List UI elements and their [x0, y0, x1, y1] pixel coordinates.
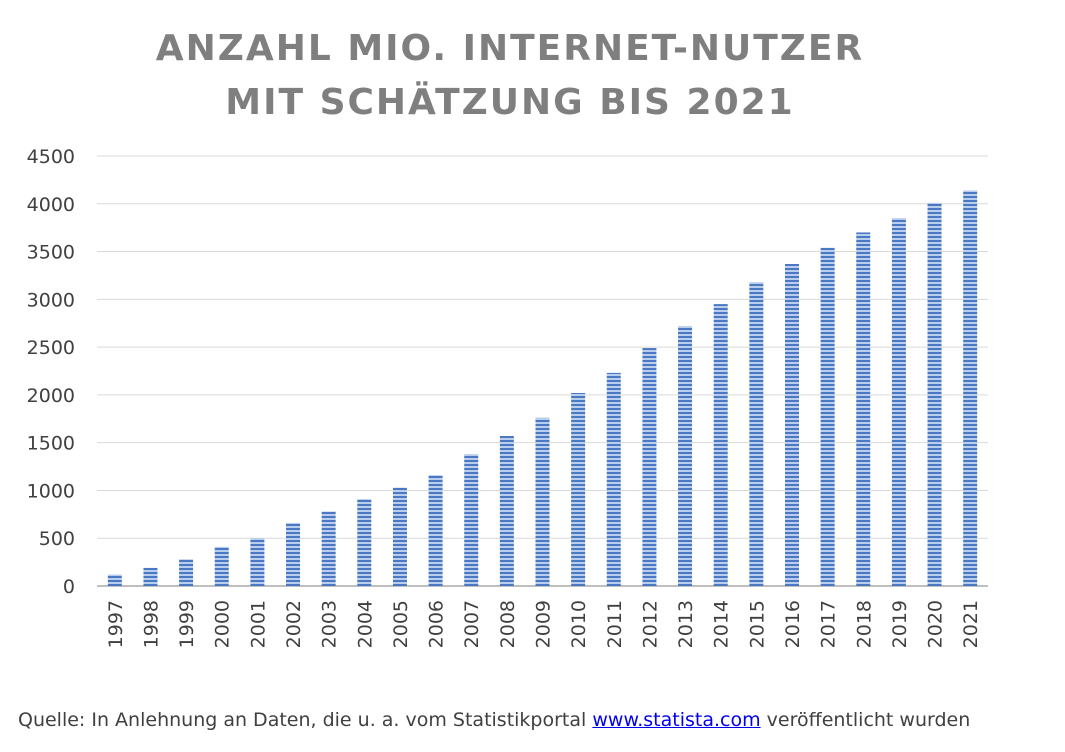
bar-1997	[107, 574, 122, 586]
x-tick-label: 2007	[461, 600, 483, 648]
x-tick-label: 2008	[497, 600, 519, 648]
bar-2002	[286, 522, 301, 586]
bar-2006	[428, 475, 443, 586]
x-tick-label: 2016	[782, 600, 804, 648]
x-tick-label: 2005	[390, 600, 412, 648]
y-tick-label: 2500	[27, 337, 75, 359]
bar-2000	[214, 546, 229, 586]
bar-2021	[963, 190, 978, 586]
y-tick-label: 500	[39, 528, 75, 550]
x-tick-label: 1999	[176, 600, 198, 648]
bar-2011	[606, 372, 621, 586]
bar-1999	[179, 559, 194, 586]
source-note: Quelle: In Anlehnung an Daten, die u. a.…	[18, 709, 970, 731]
x-tick-label: 2015	[746, 600, 768, 648]
bar-2007	[464, 454, 479, 586]
x-tick-label: 2002	[283, 600, 305, 648]
source-link[interactable]: www.statista.com	[592, 709, 761, 731]
x-tick-label: 2004	[354, 600, 376, 648]
x-tick-label: 2017	[818, 600, 840, 648]
y-tick-label: 4500	[27, 146, 75, 168]
x-tick-label: 2006	[426, 600, 448, 648]
chart-title: ANZAHL MIO. INTERNET-NUTZER MIT SCHÄTZUN…	[0, 22, 1020, 130]
x-tick-label: 2009	[533, 600, 555, 648]
x-tick-label: 1998	[140, 600, 162, 648]
bars	[107, 190, 978, 587]
y-axis-tick-labels: 0 500 1000 1500 2000 2500 3000 3500 4000 4500	[27, 146, 75, 598]
x-axis-tick-labels: 1997 1998 1999 2000 2001 2002 2003 2004 2005 2006…	[105, 600, 982, 648]
bar-2004	[357, 499, 372, 586]
bar-1998	[143, 567, 158, 586]
y-tick-label: 1500	[27, 433, 75, 455]
x-tick-label: 2013	[675, 600, 697, 648]
source-suffix: veröffentlicht wurden	[766, 709, 971, 731]
x-tick-label: 2003	[319, 600, 341, 648]
bar-2010	[571, 392, 586, 586]
y-tick-label: 1000	[27, 480, 75, 502]
bar-2016	[784, 263, 799, 586]
chart-title-line-2: MIT SCHÄTZUNG BIS 2021	[225, 82, 795, 123]
x-tick-label: 2011	[604, 600, 626, 648]
chart-title-line-1: ANZAHL MIO. INTERNET-NUTZER	[155, 28, 865, 69]
bar-2019	[891, 218, 906, 586]
bar-2018	[856, 232, 871, 586]
x-tick-label: 2012	[639, 600, 661, 648]
bar-2015	[749, 282, 764, 586]
x-tick-label: 2000	[212, 600, 234, 648]
x-tick-label: 2014	[711, 600, 733, 648]
bar-2005	[392, 487, 407, 586]
y-tick-label: 3000	[27, 289, 75, 311]
x-tick-label: 2010	[568, 600, 590, 648]
bar-2014	[713, 304, 728, 586]
bar-2009	[535, 417, 550, 586]
x-tick-label: 2018	[853, 600, 875, 648]
x-tick-label: 2001	[247, 600, 269, 648]
x-tick-label: 2021	[960, 600, 982, 648]
source-prefix: Quelle: In Anlehnung an Daten, die u. a.…	[18, 709, 587, 731]
y-tick-label: 3500	[27, 242, 75, 264]
y-tick-label: 4000	[27, 194, 75, 216]
bar-2012	[642, 348, 657, 586]
bar-2020	[927, 202, 942, 587]
y-tick-label: 2000	[27, 385, 75, 407]
x-tick-label: 2019	[889, 600, 911, 648]
y-tick-label: 0	[63, 576, 75, 598]
bar-2008	[499, 435, 514, 586]
bar-2013	[678, 326, 693, 586]
x-tick-label: 1997	[105, 600, 127, 648]
bar-2017	[820, 247, 835, 586]
bar-2003	[321, 511, 336, 586]
bar-2001	[250, 538, 265, 586]
bar-chart: 0 500 1000 1500 2000 2500 3000 3500 4000 4500 199…	[27, 146, 988, 648]
x-tick-label: 2020	[925, 600, 947, 648]
